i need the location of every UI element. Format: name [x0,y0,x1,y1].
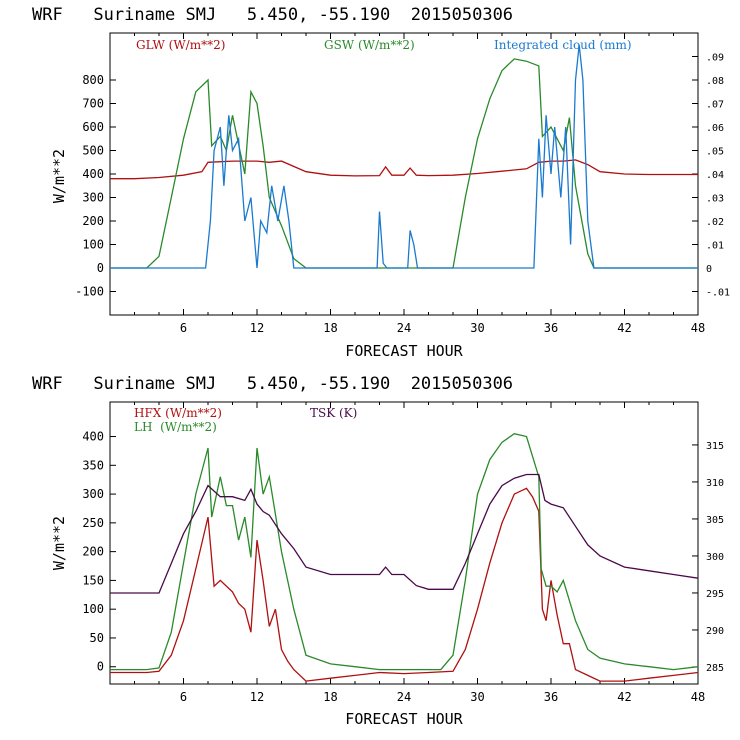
plot-frame [109,32,699,316]
y-tick-label: 800 [82,73,104,87]
y2-tick-label: 310 [706,478,724,489]
legend-hfx: HFX (W/m**2) [134,406,222,420]
chart-bottom: WRF Suriname SMJ 5.450, -55.190 20150503… [32,374,724,728]
y2-tick-label: 305 [706,515,724,526]
y2-tick-label: 295 [706,589,724,600]
y2-tick-label: 315 [706,441,724,452]
y-tick-labels: 400 350 300 250 200 150 100 50 0 [82,430,104,674]
y-tick-label: 200 [82,545,104,559]
y-tick-label: 300 [82,191,104,205]
x-tick-label: 6 [180,690,187,704]
y-tick-label: 500 [82,144,104,158]
y2-tick-label: 285 [706,663,724,674]
y2-tick-label: -.01 [706,288,730,299]
y2-tick-label: .08 [706,76,724,87]
chart-top: WRF Suriname SMJ 5.450, -55.190 20150503… [32,5,730,360]
y-tick-label: 700 [82,97,104,111]
series-gsw-line [110,58,698,269]
legend-gsw: GSW (W/m**2) [324,38,415,52]
series-cloud-line [110,44,698,269]
legend-lh: LH (W/m**2) [134,420,217,434]
y2-tick-label: 300 [706,552,724,563]
y2-tick-label: .02 [706,217,724,228]
y-tick-label: -100 [75,285,104,299]
y-tick-label: 300 [82,487,104,501]
y2-tick-label: .01 [706,241,724,252]
y2-tick-label: .06 [706,123,724,134]
y-tick-label: 0 [97,261,104,275]
y-tick-labels: 800 700 600 500 400 300 200 100 0 -100 [75,73,104,299]
y-tick-label: 100 [82,602,104,616]
y2-tick-label: .03 [706,194,724,205]
x-tick-label: 18 [323,690,337,704]
y-tick-label: 150 [82,573,104,587]
series-glw-line [110,159,698,180]
y-tick-label: 400 [82,167,104,181]
y2-tick-label: .07 [706,100,724,111]
x-tick-label: 42 [617,690,631,704]
y2-tick-label: .09 [706,53,724,64]
tick-marks [110,402,699,684]
x-tick-labels: 6 12 18 24 30 36 42 48 [180,690,705,704]
tick-marks [110,33,699,315]
chart-title: WRF Suriname SMJ 5.450, -55.190 20150503… [32,5,513,25]
series-hfx-line [110,487,699,682]
plot-frame [109,401,699,685]
chart-title: WRF Suriname SMJ 5.450, -55.190 20150503… [32,374,513,394]
legend-cloud: Integrated cloud (mm) [494,38,632,52]
y-tick-label: 50 [90,631,104,645]
legend-tsk: TSK (K) [310,406,357,420]
x-tick-label: 30 [470,690,484,704]
x-tick-label: 36 [544,690,558,704]
y-tick-label: 600 [82,120,104,134]
x-tick-label: 24 [397,321,411,335]
y2-tick-labels: .09 .08 .07 .06 .05 .04 .03 .02 .01 0 -.01 [706,53,730,299]
y2-tick-label: .04 [706,170,724,181]
y-tick-label: 200 [82,214,104,228]
x-axis-label: FORECAST HOUR [345,710,463,728]
y-tick-label: 0 [97,660,104,674]
series-lh-line [110,433,699,671]
legend-glw: GLW (W/m**2) [136,38,225,52]
x-tick-label: 12 [250,321,264,335]
x-tick-label: 6 [180,321,187,335]
y2-tick-label: .05 [706,147,724,158]
y-axis-label: W/m**2 [50,149,68,203]
x-tick-label: 36 [544,321,558,335]
x-tick-label: 42 [617,321,631,335]
y-tick-label: 400 [82,430,104,444]
y2-tick-label: 290 [706,626,724,637]
y-tick-label: 250 [82,516,104,530]
y-tick-label: 100 [82,238,104,252]
x-tick-label: 48 [691,321,705,335]
y2-tick-labels: 315 310 305 300 295 290 285 [706,441,724,674]
series-tsk-line [110,473,699,594]
x-axis-label: FORECAST HOUR [345,342,463,360]
y2-tick-label: 0 [706,264,712,275]
y-axis-label: W/m**2 [50,516,68,570]
x-tick-label: 48 [691,690,705,704]
x-tick-labels: 6 12 18 24 30 36 42 48 [180,321,705,335]
x-tick-label: 18 [323,321,337,335]
y-tick-label: 350 [82,458,104,472]
x-tick-label: 30 [470,321,484,335]
x-tick-label: 12 [250,690,264,704]
x-tick-label: 24 [397,690,411,704]
